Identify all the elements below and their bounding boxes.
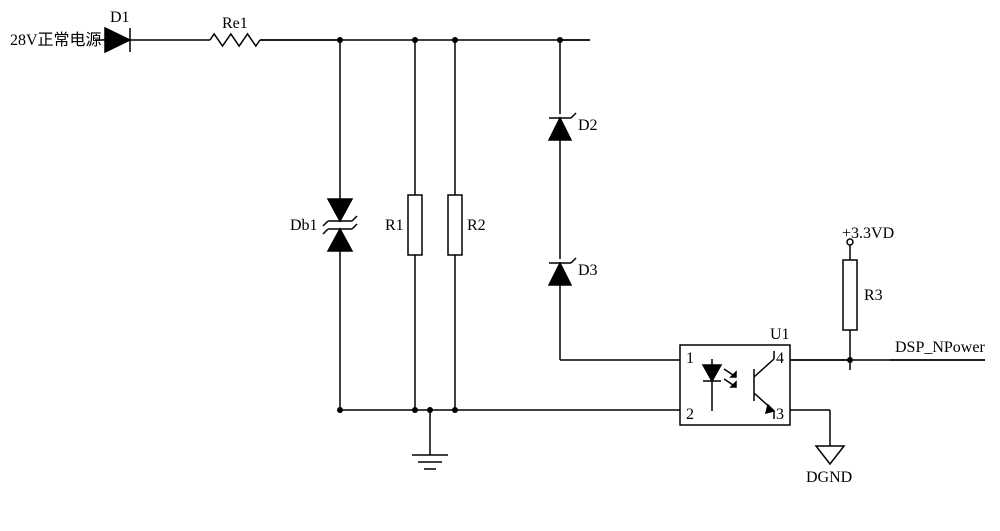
label-db1: Db1 bbox=[290, 217, 318, 234]
label-d1: D1 bbox=[110, 9, 130, 26]
label-d3: D3 bbox=[578, 262, 598, 279]
label-dgnd: DGND bbox=[806, 469, 852, 486]
label-dsp-npower: DSP_NPower bbox=[895, 339, 985, 356]
label-r3: R3 bbox=[864, 287, 883, 304]
svg-text:R1: R1 bbox=[385, 217, 404, 234]
svg-text:4: 4 bbox=[776, 350, 784, 367]
svg-text:R2: R2 bbox=[467, 217, 486, 234]
circuit-diagram: 28V正常电源+D1Re1Db1R1R2D2D3U11243DSP_NPower… bbox=[0, 0, 1000, 526]
label-d2: D2 bbox=[578, 117, 598, 134]
svg-text:2: 2 bbox=[686, 406, 694, 423]
svg-text:1: 1 bbox=[686, 350, 694, 367]
label-re1: Re1 bbox=[222, 15, 248, 32]
label-u1: U1 bbox=[770, 326, 790, 343]
svg-text:3: 3 bbox=[776, 406, 784, 423]
